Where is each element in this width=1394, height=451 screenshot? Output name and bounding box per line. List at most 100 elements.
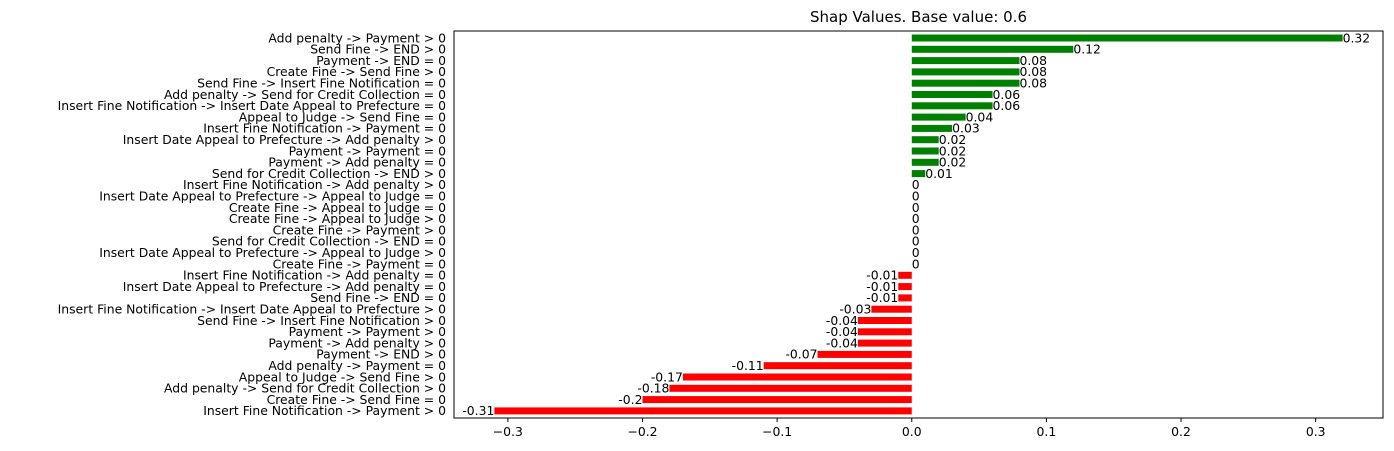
value-label: 0.01 — [925, 166, 953, 181]
category-label: Add penalty -> Send for Credit Collectio… — [164, 381, 446, 396]
value-label: -0.18 — [637, 381, 669, 396]
bar — [911, 57, 1020, 65]
category-label: Insert Fine Notification -> Add penalty … — [183, 268, 446, 283]
category-label: Create Fine -> Payment > 0 — [273, 222, 446, 237]
chart-title: Shap Values. Base value: 0.6 — [810, 8, 1027, 26]
category-label: Payment -> Payment > 0 — [289, 324, 446, 339]
bar — [857, 339, 912, 347]
plot-frame — [453, 30, 1384, 419]
x-axis: −0.3 −0.2 −0.1 0.0 0.1 0.2 0.3 — [493, 418, 1326, 439]
x-tick-label: −0.1 — [762, 424, 792, 439]
value-label: 0.06 — [993, 87, 1021, 102]
bar — [857, 317, 912, 324]
bar — [911, 147, 939, 155]
bar — [911, 170, 926, 178]
bar — [817, 350, 912, 358]
bar — [871, 305, 912, 313]
category-label: Insert Date Appeal to Prefecture -> Add … — [123, 132, 446, 147]
category-label: Payment -> END = 0 — [316, 53, 446, 68]
category-label: Insert Date Appeal to Prefecture -> Add … — [123, 279, 446, 294]
category-label: Create Fine -> Send Fine = 0 — [267, 392, 447, 407]
bar — [911, 124, 953, 132]
value-label: 0.06 — [993, 98, 1021, 113]
value-label: 0.02 — [939, 143, 967, 158]
bar — [669, 384, 912, 392]
category-label: Add penalty -> Send for Credit Collectio… — [164, 87, 446, 102]
x-tick-label: 0.3 — [1306, 424, 1326, 439]
value-label: 0 — [912, 211, 920, 226]
x-tick-label: −0.3 — [493, 424, 523, 439]
bar — [911, 34, 1343, 42]
value-label: 0 — [912, 200, 920, 215]
value-label: 0.04 — [966, 109, 994, 124]
category-label: Send Fine -> Insert Fine Notification > … — [197, 313, 446, 328]
bar — [911, 136, 939, 144]
category-label: Create Fine -> Appeal to Judge > 0 — [229, 211, 446, 226]
bar — [898, 283, 912, 291]
x-tick-label: 0.1 — [1037, 424, 1057, 439]
value-label: 0 — [912, 222, 920, 237]
category-label: Send for Credit Collection -> END = 0 — [212, 234, 446, 249]
value-label: 0.12 — [1073, 42, 1101, 57]
value-label: 0.08 — [1019, 53, 1047, 68]
category-label: Send Fine -> Insert Fine Notification = … — [197, 76, 446, 91]
category-label: Insert Fine Notification -> Payment = 0 — [203, 121, 446, 136]
bar — [642, 396, 912, 404]
value-label: -0.03 — [839, 302, 871, 317]
value-label: 0.08 — [1019, 64, 1047, 79]
bar — [911, 113, 966, 121]
bar — [911, 158, 939, 166]
category-label: Insert Date Appeal to Prefecture -> Appe… — [99, 245, 446, 260]
bar — [682, 373, 912, 381]
value-label: 0.03 — [952, 121, 980, 136]
value-label: -0.31 — [462, 403, 494, 418]
value-label: -0.04 — [826, 335, 858, 350]
category-label: Appeal to Judge -> Send Fine = 0 — [239, 109, 446, 124]
value-label: -0.01 — [866, 290, 898, 305]
value-label: 0.02 — [939, 155, 967, 170]
category-label: Payment -> END > 0 — [316, 347, 446, 362]
category-label: Payment -> Add penalty > 0 — [268, 335, 446, 350]
category-label: Insert Fine Notification -> Insert Date … — [58, 98, 447, 113]
bar — [911, 68, 1020, 76]
x-tick-label: 0.0 — [902, 424, 922, 439]
category-label: Insert Fine Notification -> Payment > 0 — [203, 403, 446, 418]
x-tick-label: 0.2 — [1171, 424, 1191, 439]
category-label: Create Fine -> Appeal to Judge = 0 — [229, 200, 446, 215]
category-label: Add penalty -> Payment = 0 — [268, 358, 446, 373]
bar — [911, 79, 1020, 87]
value-label: 0 — [912, 256, 920, 271]
value-label: -0.2 — [618, 392, 642, 407]
value-label: 0 — [912, 189, 920, 204]
value-label: -0.17 — [651, 369, 683, 384]
category-label: Send for Credit Collection -> END > 0 — [212, 166, 446, 181]
value-label: 0.02 — [939, 132, 967, 147]
value-label: 0 — [912, 245, 920, 260]
bar — [857, 328, 912, 336]
value-label: 0 — [912, 177, 920, 192]
value-label: -0.07 — [785, 347, 817, 362]
category-label: Send Fine -> END > 0 — [310, 42, 446, 57]
bar — [763, 362, 912, 370]
category-label: Payment -> Payment = 0 — [289, 143, 446, 158]
category-label: Payment -> Add penalty = 0 — [268, 155, 446, 170]
category-label: Add penalty -> Payment > 0 — [268, 30, 446, 45]
value-label: -0.11 — [732, 358, 764, 373]
value-label: 0.08 — [1019, 76, 1047, 91]
category-label: Create Fine -> Send Fine > 0 — [267, 64, 447, 79]
value-label: -0.04 — [826, 324, 858, 339]
bar — [494, 407, 912, 415]
category-label: Appeal to Judge -> Send Fine > 0 — [239, 369, 446, 384]
category-label: Insert Fine Notification -> Add penalty … — [183, 177, 446, 192]
value-label: 0 — [912, 234, 920, 249]
category-label: Insert Date Appeal to Prefecture -> Appe… — [99, 189, 446, 204]
x-tick-label: −0.2 — [627, 424, 657, 439]
category-label: Send Fine -> END = 0 — [310, 290, 446, 305]
category-label: Insert Fine Notification -> Insert Date … — [58, 302, 447, 317]
value-label: -0.01 — [866, 268, 898, 283]
value-label: -0.04 — [826, 313, 858, 328]
bar — [911, 91, 993, 98]
bar — [911, 45, 1074, 53]
